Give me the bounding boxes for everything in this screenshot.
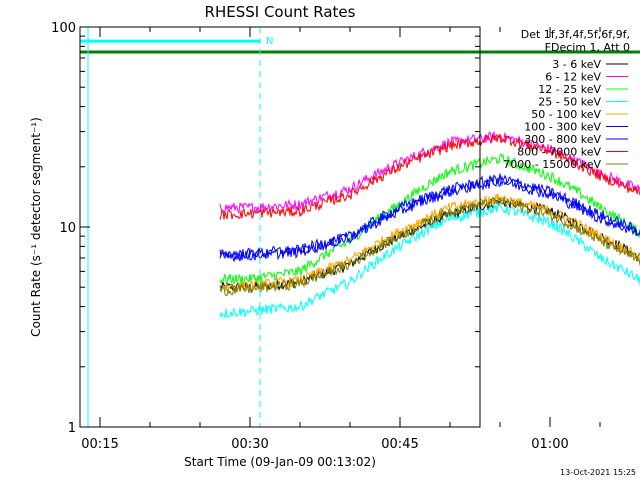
x-axis-label: Start Time (09-Jan-09 00:13:02): [184, 455, 376, 469]
legend-label: 800 - 7000 keV: [517, 146, 601, 159]
series-lines: [219, 130, 640, 319]
series-line: [219, 173, 640, 260]
y-tick-label: 10: [59, 221, 76, 236]
y-tick-label: 100: [51, 21, 76, 36]
legend-header: Det 1f,3f,4f,5f,6f,9f,: [521, 28, 630, 41]
legend-label: 12 - 25 keV: [538, 83, 601, 96]
series-line: [219, 133, 640, 220]
axes: 11010000:1500:3000:4501:0001:1501:3001:4…: [51, 21, 601, 452]
legend-label: 3 - 6 keV: [552, 58, 601, 71]
legend-header: FDecim 1, Att 0: [545, 41, 630, 54]
series-line: [219, 153, 640, 285]
y-tick-label: 1: [68, 421, 76, 436]
timestamp: 13-Oct-2021 15:25: [560, 468, 636, 477]
series-line: [219, 196, 640, 297]
flag-bars: NRD0RD4: [80, 36, 640, 54]
series-line: [219, 130, 640, 215]
chart-title: RHESSI Count Rates: [205, 3, 356, 21]
x-tick-label: 01:00: [531, 437, 568, 452]
flag-label: N: [266, 36, 273, 47]
series-line: [219, 176, 640, 262]
legend-label: 7000 - 15000 keV: [503, 158, 601, 171]
legend-label: 50 - 100 keV: [531, 108, 601, 121]
legend-label: 100 - 300 keV: [524, 121, 601, 134]
legend-label: 300 - 800 keV: [524, 133, 601, 146]
x-tick-label: 00:15: [81, 437, 118, 452]
legend-label: 25 - 50 keV: [538, 96, 601, 109]
x-tick-label: 00:30: [231, 437, 268, 452]
series-line: [219, 193, 640, 294]
x-tick-label: 00:45: [381, 437, 418, 452]
legend-label: 6 - 12 keV: [545, 71, 601, 84]
series-line: [219, 202, 640, 319]
legend: Det 1f,3f,4f,5f,6f,9f,FDecim 1, Att 0 3 -…: [503, 28, 630, 171]
series-line: [219, 196, 640, 292]
y-axis-label: Count Rate (s⁻¹ detector segment⁻¹): [29, 117, 43, 337]
